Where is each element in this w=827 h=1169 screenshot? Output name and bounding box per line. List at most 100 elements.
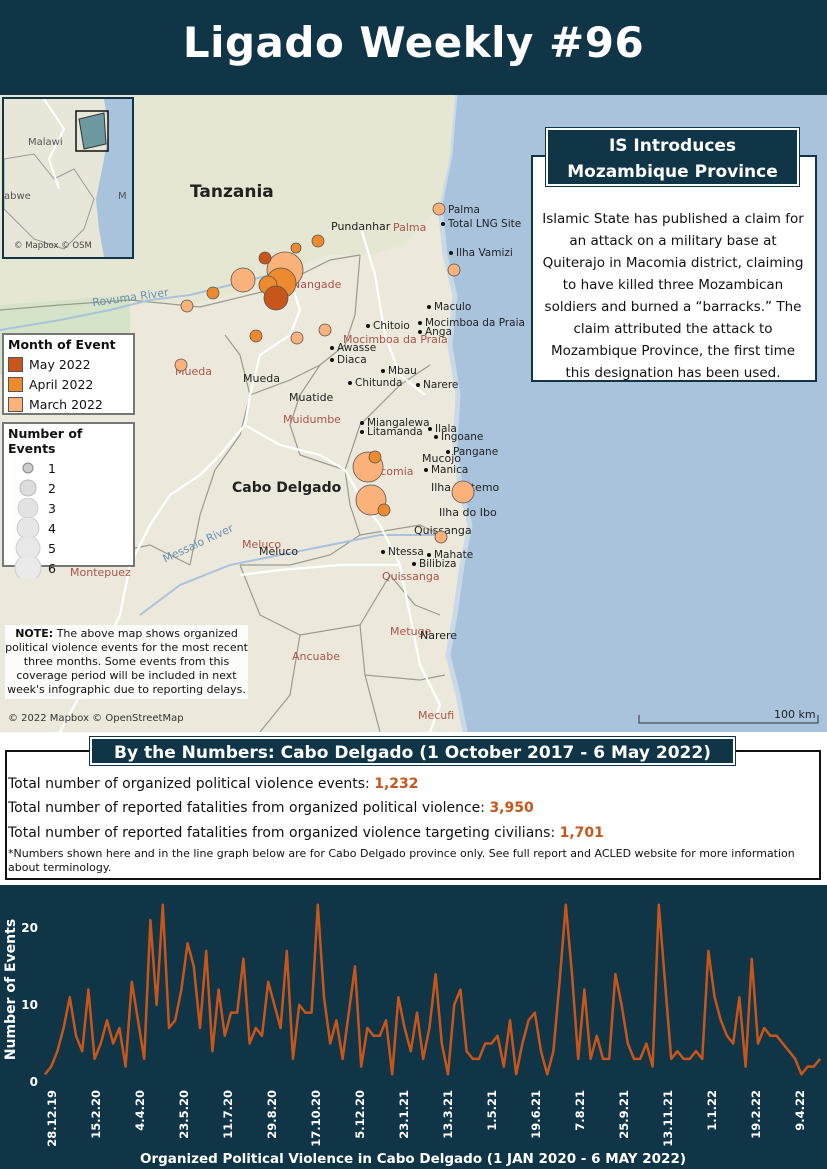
x-tick-label: 11.7.20 bbox=[221, 1090, 235, 1139]
inset-label: abwe bbox=[4, 191, 31, 202]
x-tick-label: 4.4.20 bbox=[133, 1090, 147, 1131]
stat-label: Total number of reported fatalities from… bbox=[8, 800, 485, 816]
y-tick-label: 0 bbox=[30, 1075, 38, 1089]
x-tick-label: 17.10.20 bbox=[309, 1090, 323, 1147]
stat-events: Total number of organized political viol… bbox=[8, 776, 419, 792]
legend-label: March 2022 bbox=[29, 396, 103, 412]
callout-text: Islamic State has published a claim for … bbox=[542, 211, 804, 381]
y-tick-label: 10 bbox=[21, 998, 38, 1012]
town-label: Quissanga bbox=[414, 524, 472, 537]
district-label: Ancuabe bbox=[292, 650, 341, 663]
town-label: Ilha Vamizi bbox=[449, 247, 513, 259]
stat-value: 1,701 bbox=[559, 825, 604, 841]
district-label: Palma bbox=[393, 221, 427, 234]
district-label: Quissanga bbox=[382, 570, 440, 583]
town-label: Total LNG Site bbox=[441, 218, 521, 230]
page-title: Ligado Weekly #96 bbox=[182, 18, 645, 67]
inset-label: M bbox=[118, 191, 127, 202]
town-label: Palma bbox=[441, 204, 480, 216]
legend-label: 6 bbox=[48, 560, 56, 576]
callout-title: IS Introduces Mozambique Province bbox=[545, 127, 800, 187]
chart-title: Organized Political Violence in Cabo Del… bbox=[140, 1151, 686, 1167]
x-tick-label: 23.5.20 bbox=[177, 1090, 191, 1139]
inset-credit: © Mapbox © OSM bbox=[14, 241, 92, 251]
legend-events-title: Number of Events bbox=[8, 426, 83, 456]
town-label: Muatide bbox=[289, 391, 334, 404]
town-label: Pangane bbox=[446, 446, 498, 458]
district-label: Muidumbe bbox=[283, 413, 341, 426]
inset-map: Malawi abwe M © Mapbox © OSM bbox=[2, 97, 134, 259]
town-label: Diaca bbox=[330, 354, 367, 366]
town-label: Ilha Matemo bbox=[431, 481, 500, 494]
numbers-footnote: *Numbers shown here and in the line grap… bbox=[8, 847, 795, 874]
header: Ligado Weekly #96 bbox=[0, 0, 827, 95]
district-label: Metuge bbox=[390, 625, 432, 638]
town-label: Meluco bbox=[259, 545, 299, 558]
x-tick-label: 13.3.21 bbox=[441, 1090, 455, 1139]
legend-label: 2 bbox=[48, 480, 56, 496]
legend-label: April 2022 bbox=[29, 376, 94, 392]
x-tick-label: 9.4.22 bbox=[793, 1090, 807, 1131]
map-note: NOTE: The above map shows organized poli… bbox=[5, 625, 248, 699]
x-tick-label: 29.8.20 bbox=[265, 1090, 279, 1139]
town-label: Ntessa bbox=[381, 546, 424, 558]
town-label: Mueda bbox=[243, 372, 280, 385]
x-tick-label: 7.8.21 bbox=[573, 1090, 587, 1131]
legend-swatch bbox=[8, 356, 23, 372]
numbers-section: By the Numbers: Cabo Delgado (1 October … bbox=[0, 732, 827, 885]
legend-item: 3 bbox=[4, 497, 133, 519]
legend-swatch bbox=[8, 396, 23, 412]
x-tick-label: 19.6.21 bbox=[529, 1090, 543, 1139]
legend-item: March 2022 bbox=[4, 394, 133, 414]
x-tick-label: 1.1.22 bbox=[705, 1090, 719, 1131]
y-tick-label: 20 bbox=[21, 921, 38, 935]
district-label: Nangade bbox=[292, 278, 342, 291]
town-label: Ingoane bbox=[434, 431, 483, 443]
legend-item: May 2022 bbox=[4, 354, 133, 374]
town-label: Maculo bbox=[427, 301, 471, 313]
map-note-text: The above map shows organized political … bbox=[5, 627, 248, 696]
district-label: Meluco bbox=[242, 538, 282, 551]
district-label: Montepuez bbox=[70, 566, 131, 579]
town-label: Chitoio bbox=[366, 320, 410, 332]
legend-month-title: Month of Event bbox=[8, 337, 116, 352]
stat-value: 1,232 bbox=[374, 776, 419, 792]
scale-bar bbox=[638, 715, 819, 724]
town-label: Narere bbox=[420, 629, 458, 642]
town-label: Awasse bbox=[330, 342, 376, 354]
legend-item: 6 bbox=[4, 554, 133, 582]
legend-label: 4 bbox=[48, 520, 56, 536]
legend-swatch bbox=[8, 376, 23, 392]
numbers-title: By the Numbers: Cabo Delgado (1 October … bbox=[89, 736, 736, 766]
stat-civilian: Total number of reported fatalities from… bbox=[8, 825, 604, 841]
line-chart: 0 10 20 Number of Events 28.12.19 15.2.20 4.4.… bbox=[0, 885, 827, 1169]
map-credit: © 2022 Mapbox © OpenStreetMap bbox=[8, 713, 184, 724]
legend-item: 4 bbox=[4, 516, 133, 540]
x-tick-label: 23.1.21 bbox=[397, 1090, 411, 1139]
town-label: Anga bbox=[418, 326, 452, 338]
town-label: Bilibiza bbox=[412, 558, 456, 570]
town-label: Litamanda bbox=[360, 426, 423, 438]
scale-label: 100 km bbox=[774, 708, 816, 721]
district-label: Mecufi bbox=[418, 709, 455, 722]
inset-label: Malawi bbox=[28, 137, 63, 148]
y-axis-label: Number of Events bbox=[3, 919, 19, 1060]
legend-month: Month of Event May 2022 April 2022 March… bbox=[2, 333, 135, 415]
legend-label: 5 bbox=[48, 540, 56, 556]
x-tick-label: 15.2.20 bbox=[89, 1090, 103, 1139]
town-label: Mucojo bbox=[422, 452, 462, 465]
legend-item: April 2022 bbox=[4, 374, 133, 394]
legend-label: 1 bbox=[48, 460, 56, 476]
district-label: Mueda bbox=[175, 365, 212, 378]
stat-label: Total number of organized political viol… bbox=[8, 776, 370, 792]
x-tick-label: 28.12.19 bbox=[45, 1090, 59, 1147]
town-label: Manica bbox=[424, 464, 468, 476]
map-note-bold: NOTE: bbox=[15, 627, 54, 640]
province-label: Cabo Delgado bbox=[232, 480, 342, 496]
town-label: Narere bbox=[416, 379, 458, 391]
legend-item: 5 bbox=[4, 535, 133, 561]
legend-item: 1 bbox=[4, 458, 133, 478]
legend-events: Number of Events 1 2 3 4 5 6 bbox=[2, 422, 135, 582]
legend-label: 3 bbox=[48, 500, 56, 516]
